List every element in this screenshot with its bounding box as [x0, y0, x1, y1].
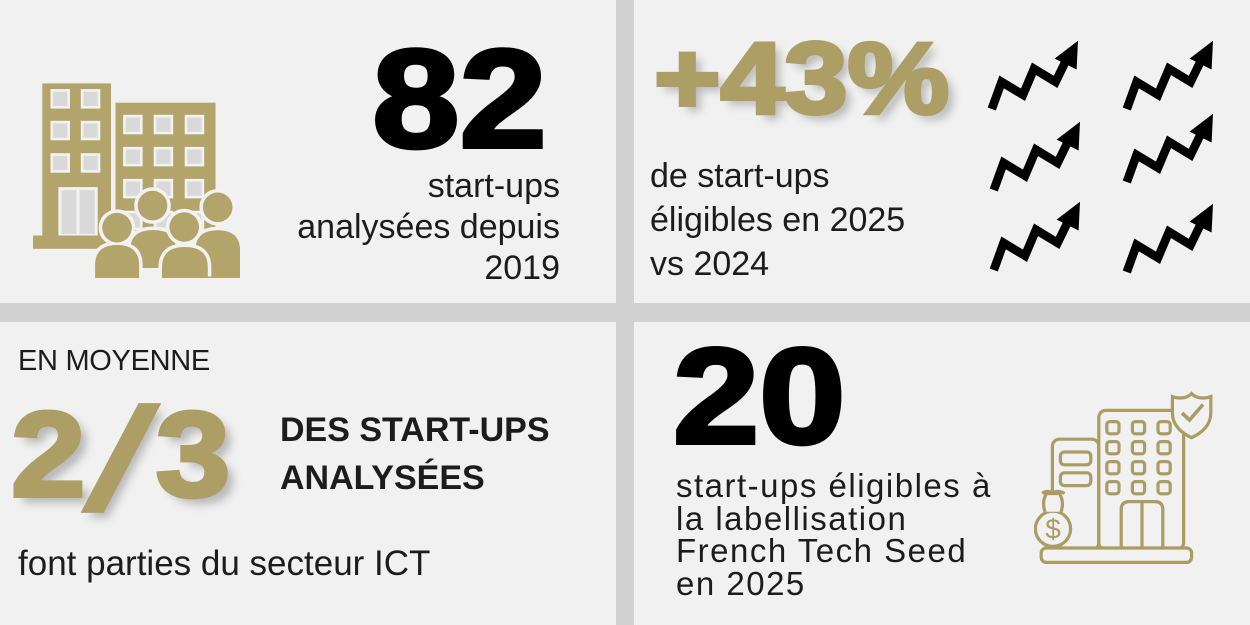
svg-text:$: $	[1045, 514, 1061, 545]
